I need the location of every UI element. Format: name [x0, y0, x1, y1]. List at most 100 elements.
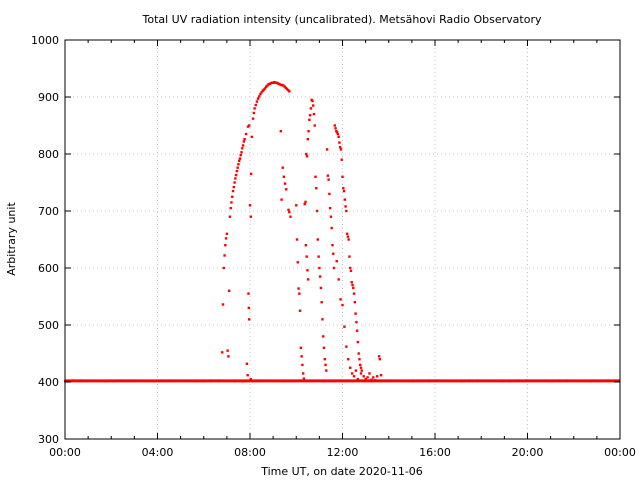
data-point	[318, 266, 321, 270]
data-point	[338, 141, 341, 144]
baseline-point	[517, 379, 520, 382]
baseline-point	[298, 379, 301, 382]
baseline-point	[314, 379, 317, 382]
data-point	[360, 369, 363, 372]
data-point	[325, 369, 328, 372]
y-axis-label: Arbitrary unit	[5, 202, 18, 276]
data-point	[306, 278, 310, 281]
data-point	[359, 366, 363, 369]
data-point	[352, 292, 356, 295]
data-point	[316, 238, 320, 241]
data-point	[343, 325, 346, 328]
baseline-point	[379, 380, 382, 383]
data-point	[356, 377, 360, 381]
data-point	[328, 206, 332, 210]
data-point	[355, 320, 358, 324]
baseline-point	[395, 379, 398, 382]
baseline-point	[541, 379, 544, 382]
data-point	[349, 266, 352, 270]
data-point	[320, 301, 323, 304]
baseline-point	[169, 379, 172, 382]
data-point	[370, 378, 373, 381]
data-point	[341, 175, 344, 178]
data-point	[350, 372, 354, 375]
data-point	[248, 318, 251, 321]
data-point	[324, 363, 327, 367]
data-point	[229, 206, 232, 210]
data-point	[234, 173, 238, 177]
data-point	[249, 215, 252, 218]
data-point	[282, 175, 286, 178]
data-point	[242, 140, 246, 143]
data-point	[328, 192, 331, 196]
baseline-point	[590, 380, 593, 383]
data-point	[318, 275, 322, 278]
baseline-point	[250, 379, 253, 382]
data-point	[244, 132, 248, 136]
data-point	[379, 373, 383, 377]
data-point	[312, 112, 316, 116]
data-point	[341, 303, 344, 307]
baseline-point	[614, 379, 617, 382]
y-tick-label: 700	[38, 205, 59, 218]
data-point	[227, 355, 230, 358]
data-point	[295, 204, 298, 207]
y-tick-label: 600	[38, 262, 59, 275]
data-point	[338, 145, 342, 149]
baseline-point	[282, 380, 285, 383]
baseline-point	[565, 379, 568, 382]
data-point	[245, 362, 249, 365]
baseline-point	[136, 379, 139, 382]
data-point	[254, 103, 257, 107]
data-point	[377, 355, 381, 358]
data-point	[355, 329, 359, 332]
data-point	[362, 375, 365, 378]
data-point	[303, 202, 306, 206]
data-point	[368, 372, 371, 375]
data-point	[351, 283, 354, 287]
data-point	[304, 244, 308, 247]
data-point	[305, 152, 308, 156]
data-point	[314, 175, 317, 178]
data-point	[337, 135, 340, 139]
baseline-point	[185, 379, 188, 382]
y-axis: 300 400 500 600 700 800 900 1000	[31, 34, 620, 446]
data-point	[345, 209, 348, 213]
x-axis: 00:00 04:00 08:00 12:00 16:00 20:00 00:00	[49, 40, 636, 459]
data-point	[263, 87, 267, 90]
baseline-point	[573, 379, 576, 382]
data-point	[343, 198, 347, 201]
baseline-point	[290, 380, 293, 383]
baseline-point	[193, 380, 196, 383]
data-point	[238, 157, 242, 160]
data-point	[364, 377, 367, 381]
x-axis-label: Time UT, on date 2020-11-06	[260, 465, 423, 478]
data-point	[345, 345, 348, 348]
data-point	[358, 358, 361, 361]
baseline-point	[112, 380, 115, 383]
data-point	[301, 363, 304, 367]
data-point	[252, 111, 256, 115]
data-point	[236, 166, 239, 169]
data-point	[319, 286, 323, 290]
baseline-point	[363, 379, 366, 382]
data-point	[353, 301, 357, 304]
data-point	[241, 144, 245, 147]
x-tick-label: 20:00	[512, 446, 544, 459]
baseline-point	[468, 379, 471, 382]
data-point	[340, 158, 343, 161]
data-point	[233, 181, 236, 184]
data-point	[342, 189, 346, 193]
data-point	[339, 298, 342, 301]
data-point	[307, 130, 310, 133]
data-point	[227, 289, 231, 292]
data-point	[322, 335, 325, 338]
chart-title: Total UV radiation intensity (uncalibrat…	[142, 13, 542, 26]
data-point	[250, 135, 254, 139]
data-points	[64, 80, 620, 383]
data-point	[366, 376, 369, 379]
baseline-point	[606, 379, 609, 382]
baseline-point	[242, 380, 245, 383]
data-point	[325, 148, 329, 151]
baseline-point	[201, 380, 204, 383]
